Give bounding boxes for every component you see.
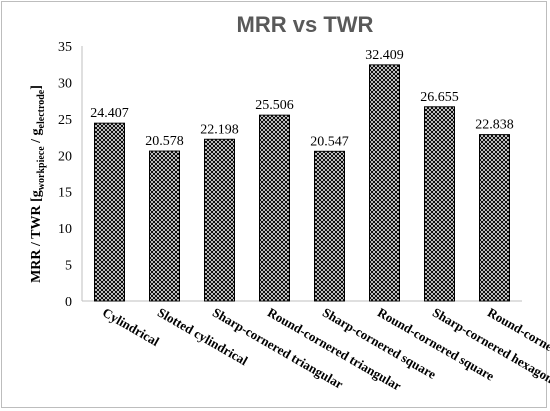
data-label: 24.407 — [90, 106, 129, 121]
y-tick-label: 5 — [65, 259, 72, 274]
data-label: 20.547 — [310, 134, 349, 149]
y-tick-label: 25 — [58, 113, 72, 128]
bar — [204, 138, 235, 302]
data-label: 32.409 — [365, 48, 404, 63]
data-labels-group: 24.407 20.578 22.198 25.506 20.547 32.409 26.6… — [90, 48, 514, 149]
bar — [94, 122, 125, 302]
data-label: 20.578 — [145, 134, 184, 149]
bar — [314, 150, 345, 302]
bar — [369, 64, 400, 302]
data-label: 22.838 — [475, 118, 514, 133]
bar — [424, 106, 455, 302]
bars-group — [94, 64, 510, 302]
category-label: Cylindrical — [100, 305, 162, 350]
y-axis-label: MRR / TWR [gworkpiece / gelectrode] — [29, 85, 47, 283]
category-label: Slotted cylindrical — [155, 305, 251, 369]
y-tick-label: 30 — [58, 76, 72, 91]
data-label: 25.506 — [255, 98, 294, 113]
chart-title: MRR vs TWR — [237, 12, 374, 37]
y-tick-label: 10 — [58, 222, 72, 237]
y-tick-label: 35 — [58, 40, 72, 55]
y-tick-label: 0 — [65, 295, 72, 310]
bar — [479, 134, 510, 302]
bar — [259, 114, 290, 302]
bar — [149, 150, 180, 302]
data-label: 26.655 — [420, 90, 459, 105]
data-label: 22.198 — [200, 122, 239, 137]
y-tick-label: 15 — [58, 186, 72, 201]
y-axis-ticks: 0 5 10 15 20 25 30 35 — [58, 40, 72, 310]
y-tick-label: 20 — [58, 149, 72, 164]
